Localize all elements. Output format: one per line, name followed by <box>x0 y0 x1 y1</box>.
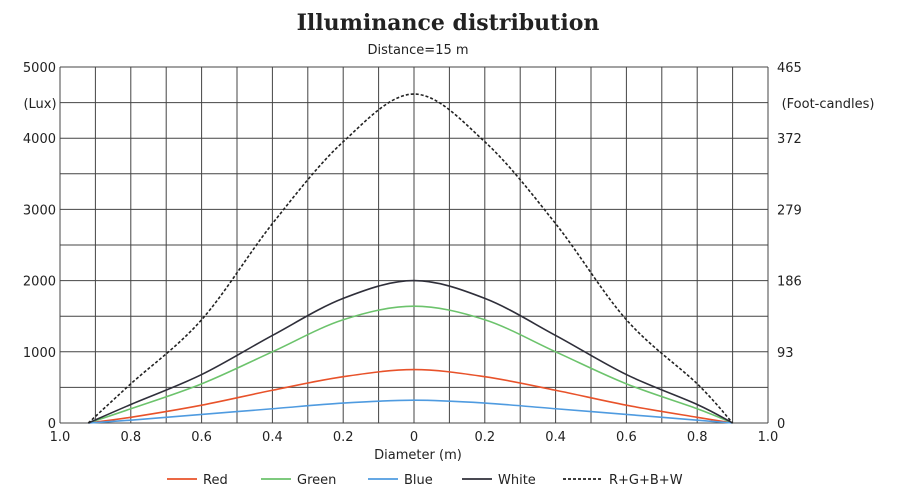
x-tick-label: 0.2 <box>474 430 495 445</box>
legend-label: White <box>498 473 536 488</box>
y-left-tick-label: 0 <box>48 417 56 432</box>
legend-label: R+G+B+W <box>609 473 683 488</box>
y-right-tick-label: 372 <box>777 132 802 147</box>
x-tick-label: 0.2 <box>333 430 354 445</box>
x-tick-label: 1.0 <box>50 430 71 445</box>
y-right-label: (Foot-candles) <box>782 97 875 112</box>
grid <box>59 66 769 424</box>
series-line-red <box>88 368 733 424</box>
x-tick-label: 0 <box>410 430 418 445</box>
x-tick-label: 0.6 <box>616 430 637 445</box>
y-right-tick-label: 186 <box>777 275 802 290</box>
x-tick-label: 0.8 <box>120 430 141 445</box>
y-right-tick-label: 465 <box>777 61 802 76</box>
chart-title: Illuminance distribution <box>297 10 600 36</box>
y-left-tick-label: 3000 <box>23 203 56 218</box>
x-tick-label: 0.4 <box>545 430 566 445</box>
series-line-r-g-b-w <box>87 93 734 424</box>
x-tick-label: 1.0 <box>758 430 779 445</box>
y-right-tick-label: 93 <box>777 346 794 361</box>
y-right-tick-label: 279 <box>777 203 802 218</box>
series-line-blue <box>88 399 733 424</box>
legend-label: Red <box>203 473 228 488</box>
y-left-label: (Lux) <box>23 97 56 112</box>
y-left-tick-label: 2000 <box>23 275 56 290</box>
y-right-tick-label: 0 <box>777 417 785 432</box>
legend-label: Blue <box>404 473 433 488</box>
y-left-tick-label: 4000 <box>23 132 56 147</box>
legend-label: Green <box>297 473 336 488</box>
series-lines <box>87 93 734 424</box>
series-line-green <box>88 305 733 424</box>
chart-subtitle: Distance=15 m <box>367 43 468 58</box>
legend: Red Green Blue White R+G+B+W <box>167 473 683 488</box>
x-tick-label: 0.4 <box>262 430 283 445</box>
y-left-tick-label: 5000 <box>23 61 56 76</box>
x-tick-label: 0.8 <box>687 430 708 445</box>
tick-labels: 1.0 0.8 0.6 0.4 0.2 0 0.2 0.4 0.6 0.8 1.0010002000… <box>23 61 802 445</box>
x-axis-label: Diameter (m) <box>374 448 462 463</box>
x-tick-label: 0.6 <box>191 430 212 445</box>
series-line-white <box>88 279 733 424</box>
y-left-tick-label: 1000 <box>23 346 56 361</box>
